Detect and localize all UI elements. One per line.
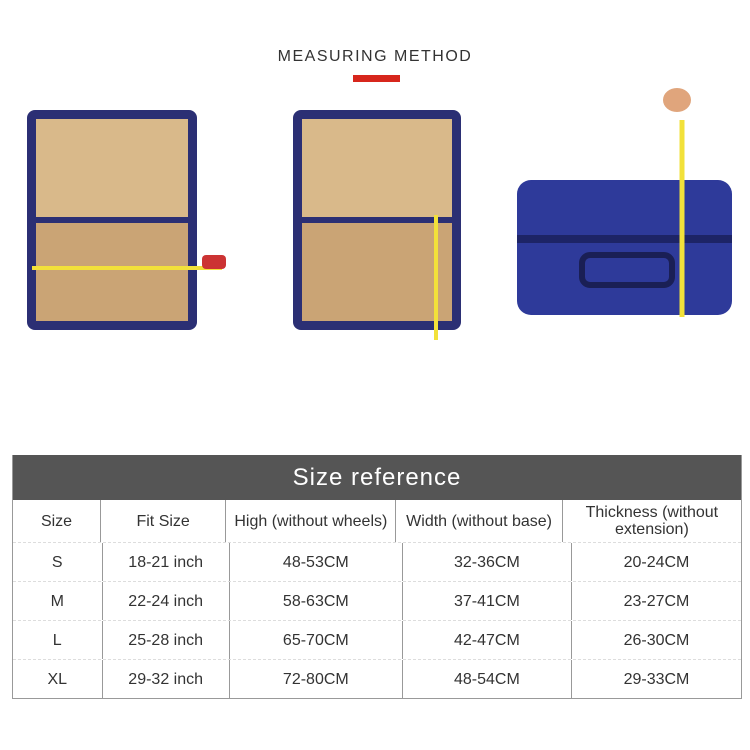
table-row: L 25-28 inch 65-70CM 42-47CM 26-30CM: [13, 620, 741, 659]
header-width: Width (without base): [395, 500, 561, 542]
cell-width: 42-47CM: [401, 621, 571, 659]
header-fit-size: Fit Size: [100, 500, 225, 542]
cell-size: M: [50, 592, 64, 610]
cell-high: 48-53CM: [228, 543, 402, 581]
cell-size: S: [51, 553, 63, 571]
header-thickness: Thickness (without extension): [561, 500, 741, 542]
cell-width: 48-54CM: [401, 660, 571, 698]
heading-accent-bar: [353, 75, 400, 82]
table-row: XL 29-32 inch 72-80CM 48-54CM 29-33CM: [13, 659, 741, 698]
cell-high: 72-80CM: [228, 660, 402, 698]
cell-thickness: 26-30CM: [570, 621, 741, 659]
cell-thickness: 29-33CM: [570, 660, 741, 698]
cell-size: XL: [47, 670, 68, 688]
cell-width: 37-41CM: [401, 582, 571, 620]
cell-high: 58-63CM: [228, 582, 402, 620]
table-row: S 18-21 inch 48-53CM 32-36CM 20-24CM: [13, 542, 741, 581]
cell-thickness: 20-24CM: [570, 543, 741, 581]
cell-fit-size: 22-24 inch: [101, 582, 229, 620]
closed-suitcase-thickness-photo: [517, 88, 732, 317]
cell-width: 32-36CM: [401, 543, 571, 581]
cell-size: L: [52, 631, 62, 649]
header-size: Size: [40, 512, 73, 530]
measuring-method-heading: MEASURING METHOD: [277, 48, 473, 65]
open-suitcase-height-photo: [293, 110, 461, 340]
header-high: High (without wheels): [225, 500, 395, 542]
cell-fit-size: 18-21 inch: [101, 543, 229, 581]
cell-thickness: 23-27CM: [570, 582, 741, 620]
cell-fit-size: 25-28 inch: [101, 621, 229, 659]
table-title: Size reference: [13, 455, 741, 500]
cell-high: 65-70CM: [228, 621, 402, 659]
open-suitcase-width-photo: [27, 110, 226, 330]
table-header-row: Size Fit Size High (without wheels) Widt…: [13, 500, 741, 542]
table-row: M 22-24 inch 58-63CM 37-41CM 23-27CM: [13, 581, 741, 620]
cell-fit-size: 29-32 inch: [101, 660, 229, 698]
size-reference-table: Size reference Size Fit Size High (witho…: [12, 455, 742, 699]
